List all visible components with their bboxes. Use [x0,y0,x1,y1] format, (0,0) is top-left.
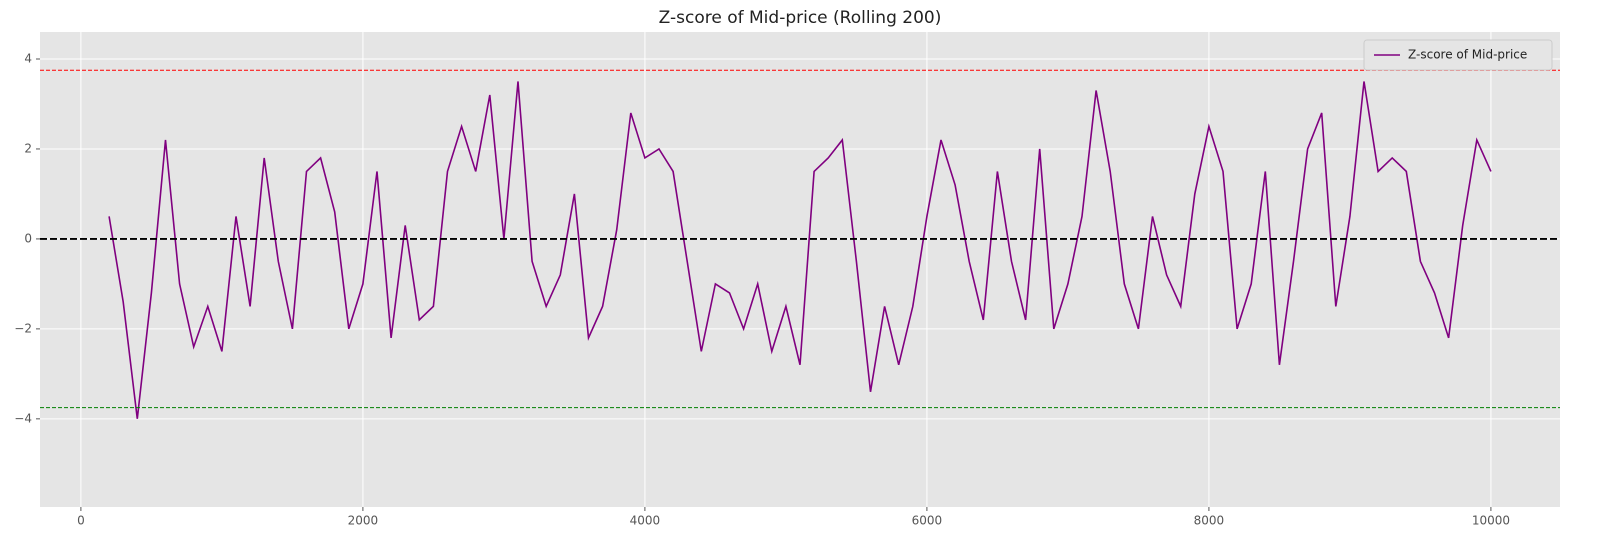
x-tick-label: 10000 [1472,514,1510,528]
y-tick-label: 2 [24,141,32,155]
x-tick-label: 6000 [912,514,943,528]
x-tick-label: 4000 [630,514,661,528]
chart-title: Z-score of Mid-price (Rolling 200) [659,8,942,28]
legend-label: Z-score of Mid-price [1408,48,1527,62]
y-tick-label: −2 [14,321,32,335]
y-tick-label: 0 [24,231,32,245]
x-tick-label: 0 [77,514,85,528]
x-tick-label: 2000 [348,514,379,528]
y-tick-label: 4 [24,51,32,65]
data-line [108,81,1492,419]
plot-area [40,32,1560,507]
x-tick-label: 8000 [1194,514,1225,528]
y-tick-label: −4 [14,411,32,425]
legend-box [1363,39,1553,71]
